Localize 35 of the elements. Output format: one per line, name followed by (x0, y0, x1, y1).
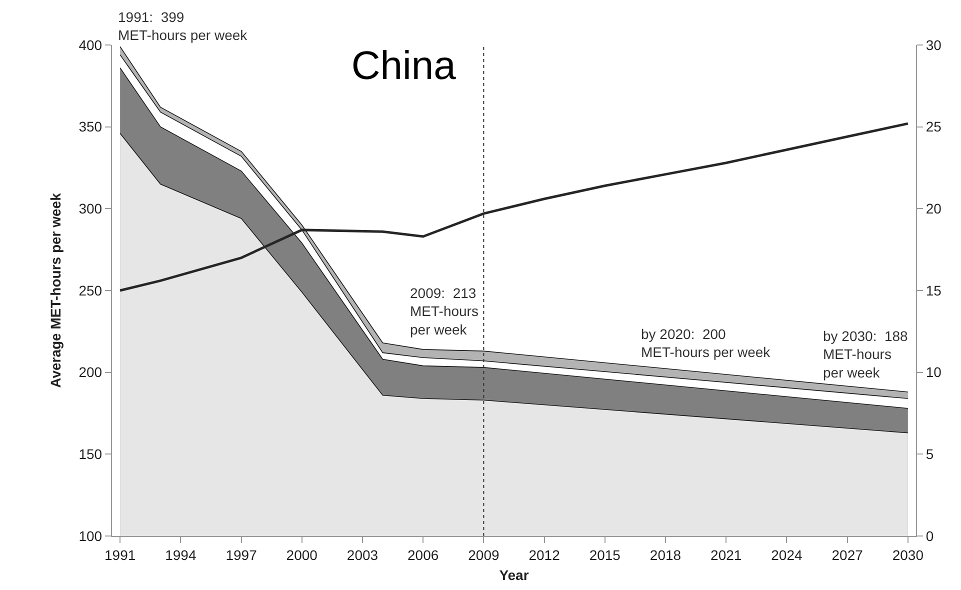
x-tick-label: 2015 (589, 546, 621, 563)
y-tick-label: 150 (78, 446, 102, 462)
x-tick-label: 2021 (710, 546, 742, 563)
y-tick-label: 300 (78, 200, 102, 217)
y-tick-label: 400 (78, 36, 102, 53)
annotation: 2009: 213 MET-hours per week (410, 285, 478, 338)
x-tick-label: 2000 (286, 546, 318, 563)
y2-tick-label: 10 (926, 364, 942, 380)
y2-tick-label: 20 (926, 200, 942, 217)
y-axis-title: Average MET-hours per week (47, 192, 64, 388)
y2-tick-label: 5 (926, 446, 934, 462)
y2-tick-label: 30 (926, 36, 942, 53)
annotation: by 2030: 188 MET-hours per week (823, 328, 908, 380)
annotation: 1991: 399 MET-hours per week (118, 9, 248, 44)
x-tick-label: 2030 (892, 546, 924, 563)
x-axis-title: Year (499, 567, 530, 584)
x-tick-label: 2003 (346, 546, 378, 563)
y2-tick-label: 0 (926, 528, 934, 544)
x-tick-label: 2018 (650, 546, 682, 563)
x-tick-label: 2024 (771, 546, 802, 563)
x-tick-label: 2006 (408, 546, 439, 563)
x-tick-label: 2027 (832, 546, 864, 563)
annotation: by 2020: 200 MET-hours per week (641, 326, 772, 360)
chart-title: China (351, 44, 457, 88)
y-tick-label: 250 (78, 282, 102, 298)
y2-tick-label: 25 (926, 118, 942, 135)
x-tick-label: 1997 (226, 546, 258, 563)
y-tick-label: 350 (78, 118, 102, 135)
x-tick-label: 1994 (165, 546, 196, 563)
y-tick-label: 100 (78, 528, 102, 544)
y2-tick-label: 15 (926, 282, 942, 298)
x-tick-label: 2012 (528, 546, 560, 563)
y-tick-label: 200 (78, 364, 102, 380)
x-tick-label: 2009 (468, 546, 500, 563)
x-tick-label: 1991 (104, 546, 136, 563)
